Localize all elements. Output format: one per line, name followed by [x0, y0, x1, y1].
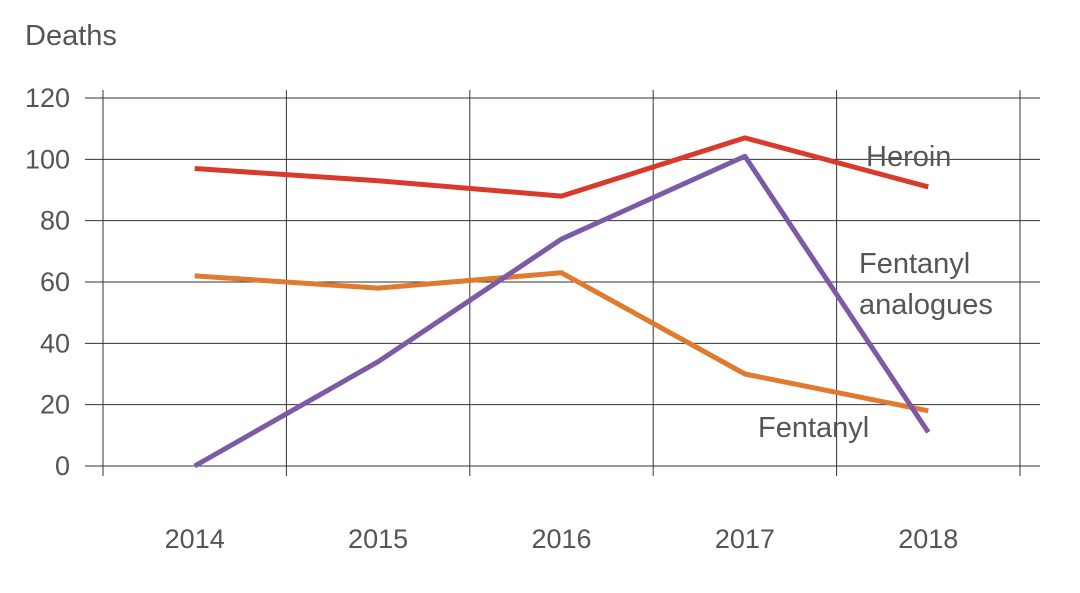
- series-line-fentanyl: [194, 270, 929, 414]
- x-tick-label: 2016: [531, 524, 591, 554]
- y-axis-label: Deaths: [25, 20, 117, 52]
- series-label-analogues-1: Fentanyl: [859, 248, 970, 280]
- x-tick-label: 2014: [165, 524, 225, 554]
- series-label-heroin: Heroin: [866, 141, 951, 173]
- y-tick-label: 100: [25, 144, 70, 174]
- x-tick-label: 2015: [348, 524, 408, 554]
- y-tick-label: 80: [40, 206, 70, 236]
- series-label-fentanyl: Fentanyl: [758, 412, 869, 444]
- y-tick-label: 120: [25, 83, 70, 113]
- y-tick-label: 20: [40, 390, 70, 420]
- series-line-heroin: [194, 135, 929, 199]
- y-tick-label: 40: [40, 328, 70, 358]
- x-tick-label: 2018: [898, 524, 958, 554]
- x-tick-label: 2017: [715, 524, 775, 554]
- y-tick-label: 60: [40, 267, 70, 297]
- series-label-analogues-2: analogues: [859, 289, 993, 321]
- y-tick-label: 0: [55, 451, 70, 481]
